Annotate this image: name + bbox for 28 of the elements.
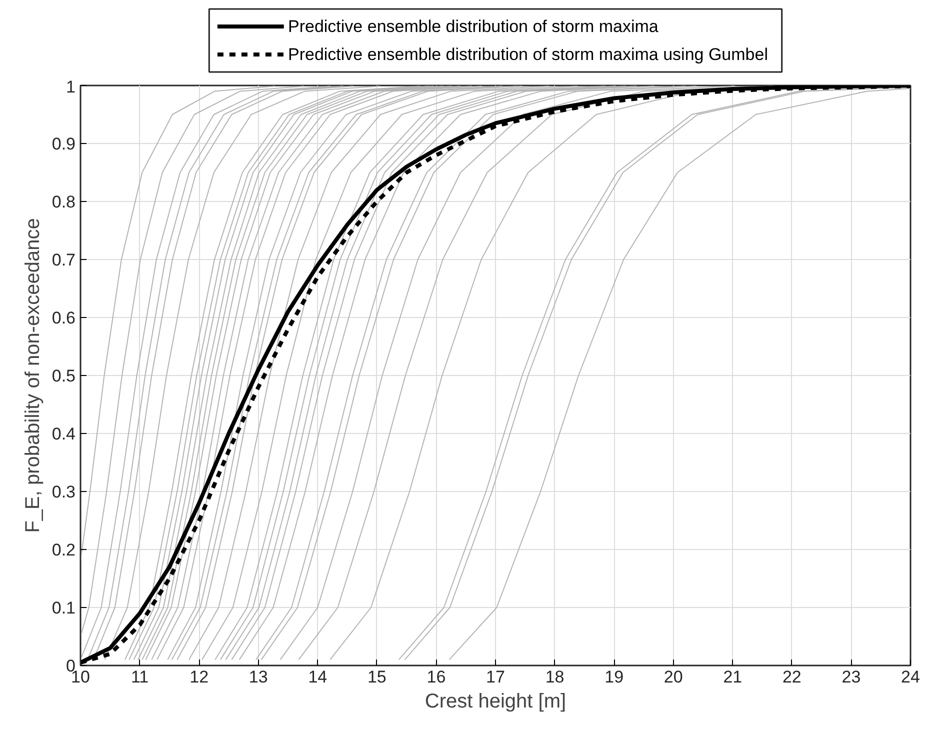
x-tick-label: 15 xyxy=(367,668,386,686)
x-tick-label: 12 xyxy=(190,668,209,686)
x-tick-label: 18 xyxy=(545,668,564,686)
y-axis-title: F_E, probability of non-exceedance xyxy=(22,218,44,533)
x-tick-label: 21 xyxy=(723,668,742,686)
y-tick-label: 0.4 xyxy=(52,424,76,444)
x-tick-label: 23 xyxy=(842,668,861,686)
y-tick-label: 0.1 xyxy=(52,598,76,618)
x-tick-label: 13 xyxy=(248,668,268,686)
y-tick-label: 0.8 xyxy=(52,192,76,212)
y-tick-label: 1 xyxy=(66,78,76,96)
legend-label: Predictive ensemble distribution of storm maxima xyxy=(288,17,659,36)
y-tick-label: 0.7 xyxy=(52,250,76,270)
y-tick-label: 0.2 xyxy=(52,540,76,560)
x-tick-label: 16 xyxy=(426,668,446,686)
legend-label: Predictive ensemble distribution of storm maxima using Gumbel xyxy=(288,45,768,64)
y-tick-label: 0.5 xyxy=(52,366,76,386)
x-tick-label: 20 xyxy=(664,668,683,686)
x-tick-label: 11 xyxy=(130,668,149,686)
x-axis-title: Crest height [m] xyxy=(424,690,566,712)
x-tick-label: 19 xyxy=(604,668,624,686)
y-tick-label: 0.6 xyxy=(52,308,76,328)
x-tick-label: 17 xyxy=(486,668,505,686)
y-tick-label: 0.9 xyxy=(52,134,76,154)
y-tick-label: 0.3 xyxy=(52,482,76,502)
x-tick-label: 14 xyxy=(308,668,328,686)
x-tick-label: 22 xyxy=(782,668,802,686)
x-tick-label: 24 xyxy=(901,668,920,686)
